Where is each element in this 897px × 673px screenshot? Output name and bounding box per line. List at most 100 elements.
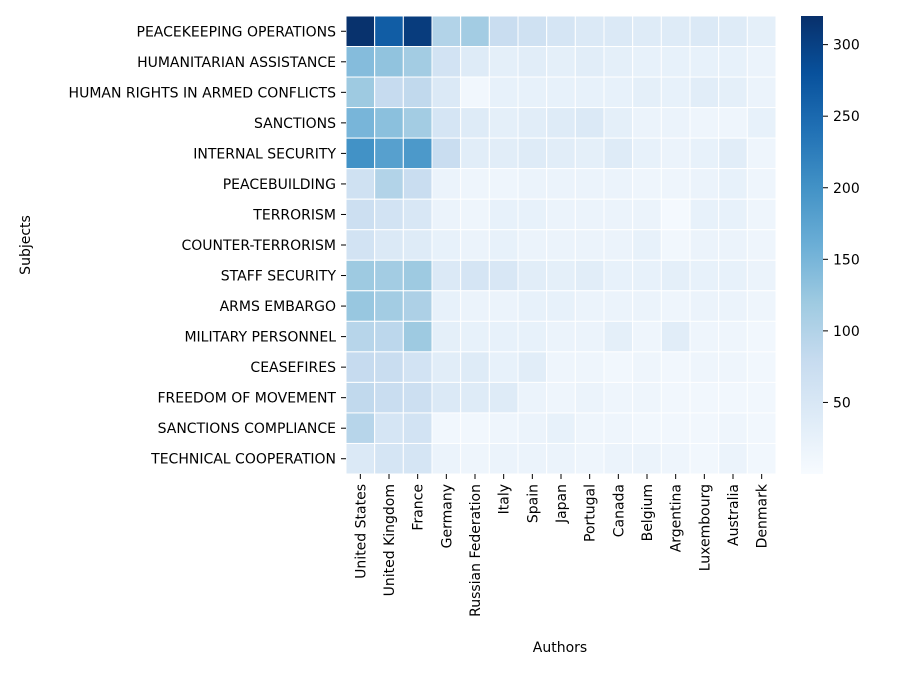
heatmap-cell bbox=[460, 320, 490, 353]
x-tick-label: United Kingdom bbox=[382, 484, 398, 596]
heatmap-cell bbox=[546, 290, 576, 322]
heatmap-cell bbox=[718, 15, 748, 48]
heatmap-cell bbox=[488, 381, 519, 414]
x-tick-label: Denmark bbox=[755, 483, 771, 548]
y-tick-label: FREEDOM OF MOVEMENT bbox=[157, 391, 336, 407]
heatmap-cell bbox=[546, 442, 576, 475]
heatmap-cell bbox=[345, 320, 376, 353]
heatmap-cell bbox=[660, 15, 691, 48]
heatmap-cell bbox=[546, 320, 576, 353]
heatmap-cell bbox=[488, 351, 519, 383]
heatmap-cell bbox=[746, 229, 777, 261]
heatmap-cell bbox=[632, 168, 662, 200]
heatmap-cell bbox=[517, 259, 548, 292]
heatmap-cell bbox=[431, 46, 462, 78]
heatmap-cell bbox=[374, 46, 404, 78]
colorbar-gradient bbox=[801, 16, 823, 474]
heatmap-cell bbox=[718, 137, 748, 170]
y-tick-label: ARMS EMBARGO bbox=[220, 299, 336, 315]
heatmap-cell bbox=[374, 15, 404, 48]
heatmap-cell bbox=[718, 46, 748, 78]
heatmap-cell bbox=[718, 290, 748, 322]
heatmap-cell bbox=[546, 198, 576, 231]
heatmap-cell bbox=[632, 15, 662, 48]
heatmap-cell bbox=[660, 46, 691, 78]
heatmap-cell bbox=[632, 107, 662, 139]
heatmap-cell bbox=[460, 442, 490, 475]
heatmap-cell bbox=[746, 76, 777, 109]
heatmap-cell bbox=[689, 412, 720, 444]
heatmap-cell bbox=[402, 381, 433, 414]
heatmap-cell bbox=[689, 290, 720, 322]
heatmap-cell bbox=[603, 46, 634, 78]
y-tick-label: PEACEBUILDING bbox=[223, 177, 336, 193]
heatmap-cell bbox=[660, 442, 691, 475]
heatmap-cell bbox=[402, 46, 433, 78]
heatmap-cell bbox=[402, 198, 433, 231]
heatmap-cell bbox=[746, 442, 777, 475]
y-axis-label: Subjects bbox=[18, 215, 34, 275]
heatmap-cell bbox=[632, 46, 662, 78]
heatmap-cell bbox=[632, 76, 662, 109]
heatmap-cell bbox=[632, 351, 662, 383]
heatmap-cell bbox=[689, 198, 720, 231]
heatmap-cell bbox=[431, 229, 462, 261]
heatmap-cell bbox=[517, 290, 548, 322]
heatmap-cell bbox=[431, 442, 462, 475]
colorbar-tick-label: 100 bbox=[833, 324, 860, 340]
heatmap-cell bbox=[718, 107, 748, 139]
y-tick-label: COUNTER-TERRORISM bbox=[181, 238, 336, 254]
heatmap-cell bbox=[603, 351, 634, 383]
heatmap-cell bbox=[689, 229, 720, 261]
heatmap-cell bbox=[460, 46, 490, 78]
heatmap-cell bbox=[402, 107, 433, 139]
x-tick-label: Argentina bbox=[669, 484, 685, 552]
heatmap-cell bbox=[402, 137, 433, 170]
heatmap-cell bbox=[402, 290, 433, 322]
heatmap-cell bbox=[660, 168, 691, 200]
heatmap-cell bbox=[660, 381, 691, 414]
heatmap-cell bbox=[632, 442, 662, 475]
x-tick-label: France bbox=[411, 484, 427, 531]
heatmap-cell bbox=[345, 412, 376, 444]
heatmap-cell bbox=[603, 76, 634, 109]
heatmap-cell bbox=[460, 198, 490, 231]
heatmap-cell bbox=[517, 15, 548, 48]
heatmap-cell bbox=[574, 351, 605, 383]
heatmap-cell bbox=[574, 107, 605, 139]
heatmap-cell bbox=[460, 259, 490, 292]
heatmap-cell bbox=[488, 290, 519, 322]
heatmap-cell bbox=[574, 229, 605, 261]
x-tick-label: United States bbox=[353, 484, 369, 579]
heatmap-cell bbox=[517, 198, 548, 231]
heatmap-cell bbox=[746, 259, 777, 292]
colorbar-tick-label: 200 bbox=[833, 181, 860, 197]
heatmap-cell bbox=[517, 137, 548, 170]
heatmap-cell bbox=[402, 76, 433, 109]
heatmap-cell bbox=[345, 198, 376, 231]
heatmap-cell bbox=[460, 107, 490, 139]
x-tick-labels: United States United Kingdom France Germany… bbox=[353, 474, 771, 617]
heatmap-cell bbox=[345, 76, 376, 109]
heatmap-cell bbox=[460, 137, 490, 170]
heatmap-cell bbox=[718, 412, 748, 444]
heatmap-cell bbox=[574, 46, 605, 78]
heatmap-cell bbox=[488, 15, 519, 48]
heatmap-cell bbox=[603, 229, 634, 261]
y-tick-label: PEACEKEEPING OPERATIONS bbox=[137, 24, 337, 40]
heatmap-cell bbox=[374, 412, 404, 444]
y-tick-label: CEASEFIRES bbox=[250, 360, 336, 376]
heatmap-cell bbox=[660, 259, 691, 292]
heatmap-cell bbox=[746, 168, 777, 200]
heatmap-cell bbox=[431, 137, 462, 170]
heatmap-cell bbox=[718, 442, 748, 475]
heatmap-cell bbox=[460, 290, 490, 322]
heatmap-cell bbox=[431, 259, 462, 292]
heatmap-cell bbox=[517, 229, 548, 261]
heatmap-cell bbox=[574, 320, 605, 353]
heatmap-cell bbox=[345, 137, 376, 170]
heatmap-cell bbox=[574, 290, 605, 322]
heatmap-cell bbox=[632, 198, 662, 231]
heatmap-cell bbox=[746, 137, 777, 170]
